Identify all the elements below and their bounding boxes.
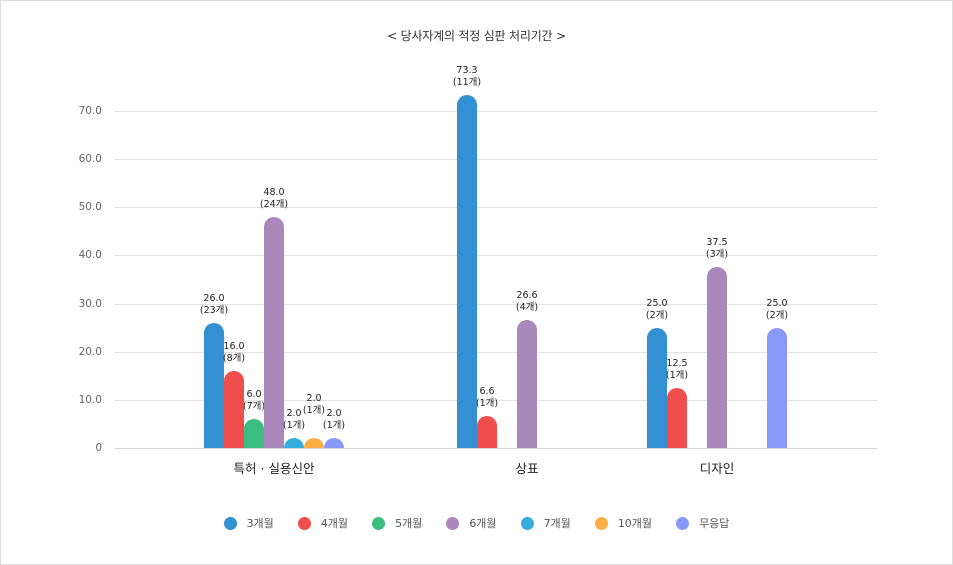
legend-dot-icon xyxy=(372,516,386,530)
legend-item[interactable]: 10개월 xyxy=(594,515,653,531)
y-axis-tick-label: 20.0 xyxy=(78,346,102,358)
legend-dot-icon xyxy=(446,516,460,530)
bar[interactable] xyxy=(457,95,477,448)
x-axis-category-label: 디자인 xyxy=(699,461,735,476)
legend-dot-icon xyxy=(594,516,608,530)
bar[interactable] xyxy=(304,438,324,448)
y-axis-tick-label: 70.0 xyxy=(78,105,102,117)
gridline xyxy=(114,159,878,160)
y-axis-tick-label: 30.0 xyxy=(78,298,102,310)
bar[interactable] xyxy=(244,419,264,448)
bar[interactable] xyxy=(284,438,304,448)
gridline xyxy=(114,352,878,353)
legend-item[interactable]: 6개월 xyxy=(446,515,497,531)
legend-label: 5개월 xyxy=(395,517,423,530)
x-axis-category-label: 상표 xyxy=(515,461,539,476)
bar[interactable] xyxy=(264,216,284,448)
legend: 3개월 4개월 5개월 6개월 7개월 10개월 무응답 xyxy=(0,515,953,531)
data-label: 73.3 (11개) xyxy=(452,65,482,89)
data-label: 26.6 (4개) xyxy=(515,289,539,313)
data-label: 6.6 (1개) xyxy=(475,386,499,410)
bar[interactable] xyxy=(517,319,537,448)
legend-label: 무응답 xyxy=(699,517,730,530)
legend-item[interactable]: 3개월 xyxy=(223,515,274,531)
data-label: 48.0 (24개) xyxy=(259,186,289,210)
bar[interactable] xyxy=(477,416,497,448)
y-axis-tick-label: 40.0 xyxy=(78,249,102,261)
legend-dot-icon xyxy=(676,516,690,530)
gridline xyxy=(114,400,878,401)
x-axis-category-label: 특허 · 실용신안 xyxy=(233,461,315,476)
y-axis-tick-label: 50.0 xyxy=(78,201,102,213)
data-label: 37.5 (3개) xyxy=(705,237,729,261)
y-axis-tick-label: 0 xyxy=(95,442,102,454)
bar[interactable] xyxy=(667,387,687,448)
data-label: 2.0 (1개) xyxy=(322,408,346,431)
legend-item[interactable]: 7개월 xyxy=(520,515,571,531)
y-axis-tick-label: 10.0 xyxy=(78,394,102,406)
legend-dot-icon xyxy=(297,516,311,530)
y-axis-tick-label: 60.0 xyxy=(78,153,102,165)
gridline xyxy=(114,304,878,305)
legend-dot-icon xyxy=(223,516,237,530)
legend-label: 10개월 xyxy=(617,517,653,530)
gridline xyxy=(114,448,878,449)
gridline xyxy=(114,207,878,208)
gridline xyxy=(114,255,878,256)
data-label: 16.0 (8개) xyxy=(222,340,246,364)
bar[interactable] xyxy=(707,267,727,448)
legend-item[interactable]: 5개월 xyxy=(372,515,422,531)
legend-label: 6개월 xyxy=(469,517,497,530)
legend-label: 4개월 xyxy=(320,517,349,530)
bar[interactable] xyxy=(224,370,244,448)
legend-label: 7개월 xyxy=(543,517,571,530)
data-label: 25.0 (2개) xyxy=(645,297,669,321)
legend-item[interactable]: 무응답 xyxy=(676,515,729,531)
data-label: 12.5 (1개) xyxy=(665,357,689,381)
data-label: 2.0 (1개) xyxy=(282,408,306,431)
data-label: 26.0 (23개) xyxy=(199,292,229,316)
chart-title: < 당사자계의 적정 심판 처리기간 > xyxy=(387,29,566,43)
data-label: 6.0 (7개) xyxy=(242,389,266,413)
bar[interactable] xyxy=(647,327,667,448)
bar[interactable] xyxy=(204,322,224,448)
gridline xyxy=(114,111,878,112)
bar[interactable] xyxy=(767,327,787,448)
legend-dot-icon xyxy=(520,516,534,530)
data-label: 2.0 (1개) xyxy=(302,393,326,416)
legend-label: 3개월 xyxy=(246,517,274,530)
legend-item[interactable]: 4개월 xyxy=(297,515,349,531)
bar[interactable] xyxy=(324,438,344,448)
data-label: 25.0 (2개) xyxy=(765,297,789,321)
